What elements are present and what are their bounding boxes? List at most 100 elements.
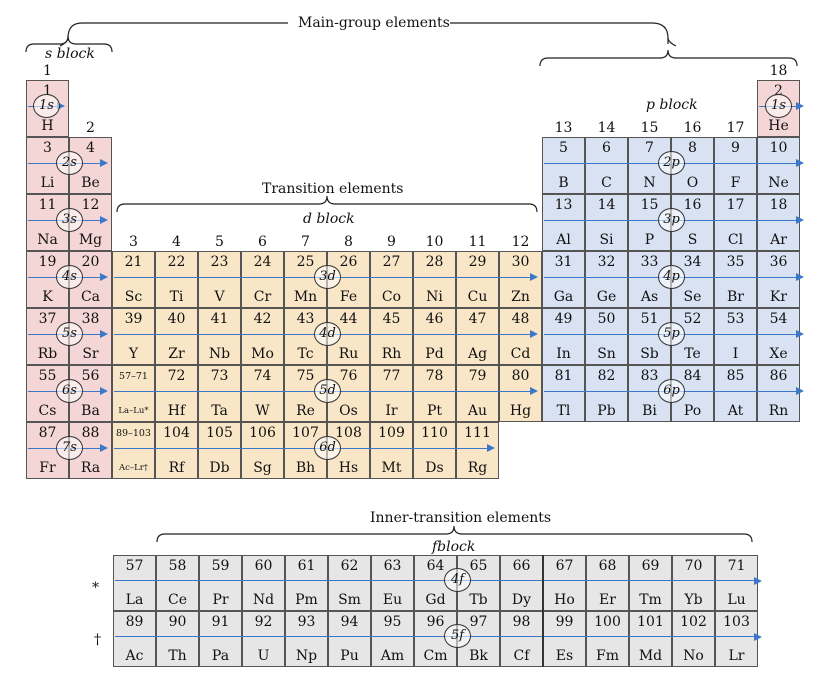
element-cell: 43 Tc xyxy=(284,308,327,365)
orbital-label: 1s xyxy=(33,93,60,118)
s-block-label: s block xyxy=(45,46,95,62)
element-cell: 57–71 La–Lu* xyxy=(112,365,155,422)
element-symbol: Rb xyxy=(37,346,58,362)
atomic-number: 80 xyxy=(511,368,530,384)
element-cell: 31 Ga xyxy=(542,251,585,308)
atomic-number: 5 xyxy=(559,140,568,156)
atomic-number: 54 xyxy=(769,311,788,327)
element-symbol: Cl xyxy=(727,232,744,248)
element-symbol: Tl xyxy=(556,403,571,419)
orbital-arrow-head xyxy=(796,159,804,167)
group-number: 17 xyxy=(726,120,745,136)
element-symbol: Tc xyxy=(297,346,314,362)
element-symbol: La xyxy=(125,592,144,608)
atomic-number: 30 xyxy=(511,254,530,270)
element-cell: 94 Pu xyxy=(328,611,371,667)
brace xyxy=(539,49,798,67)
atomic-number: 15 xyxy=(640,197,659,213)
orbital-arrow-head xyxy=(796,273,804,281)
orbital-arrow-head xyxy=(100,273,108,281)
atomic-number: 9 xyxy=(731,140,740,156)
element-symbol: Sr xyxy=(82,346,99,362)
element-symbol: Sn xyxy=(597,346,616,362)
element-symbol: Co xyxy=(381,289,402,305)
atomic-number: 36 xyxy=(769,254,788,270)
atomic-number: 100 xyxy=(594,614,621,630)
atomic-number: 83 xyxy=(640,368,659,384)
group-number: 9 xyxy=(387,234,396,250)
element-cell: 67 Ho xyxy=(543,555,586,611)
atomic-number: 37 xyxy=(38,311,57,327)
element-cell: 23 V xyxy=(198,251,241,308)
element-symbol: Mt xyxy=(381,460,402,476)
element-symbol: F xyxy=(730,175,741,191)
atomic-number: 109 xyxy=(378,425,405,441)
atomic-number: 40 xyxy=(167,311,186,327)
atomic-number: 59 xyxy=(211,558,230,574)
atomic-number: 106 xyxy=(249,425,276,441)
element-symbol: La–Lu* xyxy=(118,405,149,416)
element-cell: 44 Ru xyxy=(327,308,370,365)
atomic-number: 18 xyxy=(769,197,788,213)
atomic-number: 4 xyxy=(86,140,95,156)
d-block-label: d block xyxy=(303,211,355,227)
group-number: 6 xyxy=(258,234,267,250)
element-symbol: Pa xyxy=(211,648,230,664)
element-symbol: Mn xyxy=(293,289,318,305)
atomic-number: 99 xyxy=(555,614,574,630)
atomic-number: 28 xyxy=(425,254,444,270)
atomic-number: 47 xyxy=(468,311,487,327)
atomic-number: 63 xyxy=(383,558,402,574)
element-symbol: Gd xyxy=(425,592,446,608)
atomic-number: 87 xyxy=(38,425,57,441)
group-number: 12 xyxy=(511,234,530,250)
element-cell: 54 Xe xyxy=(757,308,800,365)
element-cell: 110 Ds xyxy=(413,422,456,479)
element-symbol: Rn xyxy=(768,403,789,419)
brace xyxy=(116,195,538,213)
orbital-arrow-head xyxy=(100,444,108,452)
element-symbol: Bh xyxy=(295,460,316,476)
element-symbol: Ga xyxy=(553,289,574,305)
element-symbol: Ta xyxy=(211,403,228,419)
element-symbol: Np xyxy=(295,648,318,664)
element-cell: 89 Ac xyxy=(113,611,156,667)
element-symbol: Po xyxy=(683,403,702,419)
element-cell: 93 Np xyxy=(285,611,328,667)
atomic-number: 1 xyxy=(43,83,52,99)
element-cell: 71 Lu xyxy=(715,555,758,611)
element-symbol: Db xyxy=(209,460,230,476)
element-cell: 90 Th xyxy=(156,611,199,667)
atomic-number: 57–71 xyxy=(119,371,148,382)
atomic-number: 60 xyxy=(254,558,273,574)
brace xyxy=(156,525,753,543)
element-symbol: Br xyxy=(727,289,744,305)
atomic-number: 77 xyxy=(382,368,401,384)
orbital-label: 6s xyxy=(56,378,83,403)
orbital-label: 3d xyxy=(314,264,341,289)
element-symbol: Zr xyxy=(168,346,185,362)
orbital-label: 4f xyxy=(444,568,471,592)
atomic-number: 56 xyxy=(81,368,100,384)
element-symbol: Na xyxy=(37,232,58,248)
element-cell: 79 Au xyxy=(456,365,499,422)
element-cell: 63 Eu xyxy=(371,555,414,611)
atomic-number: 43 xyxy=(296,311,315,327)
element-symbol: Hg xyxy=(509,403,532,419)
atomic-number: 46 xyxy=(425,311,444,327)
orbital-label: 4s xyxy=(56,264,83,289)
element-cell: 57 La xyxy=(113,555,156,611)
main-group-brace xyxy=(667,37,677,47)
atomic-number: 64 xyxy=(426,558,445,574)
element-cell: 13 Al xyxy=(542,194,585,251)
atomic-number: 107 xyxy=(292,425,319,441)
element-symbol: Ni xyxy=(426,289,443,305)
atomic-number: 111 xyxy=(464,425,491,441)
element-symbol: U xyxy=(257,648,270,664)
orbital-label: 3s xyxy=(56,207,83,232)
orbital-arrow-head xyxy=(796,216,804,224)
atomic-number: 86 xyxy=(769,368,788,384)
atomic-number: 110 xyxy=(421,425,448,441)
atomic-number: 29 xyxy=(468,254,487,270)
p-block-label: p block xyxy=(646,97,698,113)
